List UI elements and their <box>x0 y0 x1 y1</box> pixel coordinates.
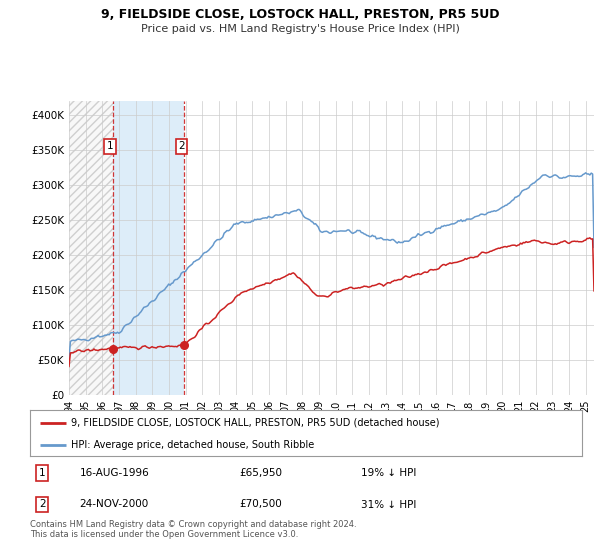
Bar <box>69 101 113 395</box>
Text: 24-NOV-2000: 24-NOV-2000 <box>80 500 149 510</box>
Text: 1: 1 <box>107 141 113 151</box>
Text: 31% ↓ HPI: 31% ↓ HPI <box>361 500 416 510</box>
Text: 9, FIELDSIDE CLOSE, LOSTOCK HALL, PRESTON, PR5 5UD: 9, FIELDSIDE CLOSE, LOSTOCK HALL, PRESTO… <box>101 8 499 21</box>
Text: 19% ↓ HPI: 19% ↓ HPI <box>361 468 416 478</box>
Text: 2: 2 <box>39 500 46 510</box>
Text: 2: 2 <box>178 141 185 151</box>
Text: Contains HM Land Registry data © Crown copyright and database right 2024.
This d: Contains HM Land Registry data © Crown c… <box>30 520 356 539</box>
Text: HPI: Average price, detached house, South Ribble: HPI: Average price, detached house, Sout… <box>71 440 314 450</box>
Text: £65,950: £65,950 <box>240 468 283 478</box>
Text: Price paid vs. HM Land Registry's House Price Index (HPI): Price paid vs. HM Land Registry's House … <box>140 24 460 34</box>
Bar <box>69 101 113 395</box>
Text: 1: 1 <box>39 468 46 478</box>
Text: £70,500: £70,500 <box>240 500 283 510</box>
Text: 16-AUG-1996: 16-AUG-1996 <box>80 468 149 478</box>
Text: 9, FIELDSIDE CLOSE, LOSTOCK HALL, PRESTON, PR5 5UD (detached house): 9, FIELDSIDE CLOSE, LOSTOCK HALL, PRESTO… <box>71 418 440 428</box>
Bar <box>113 101 184 395</box>
